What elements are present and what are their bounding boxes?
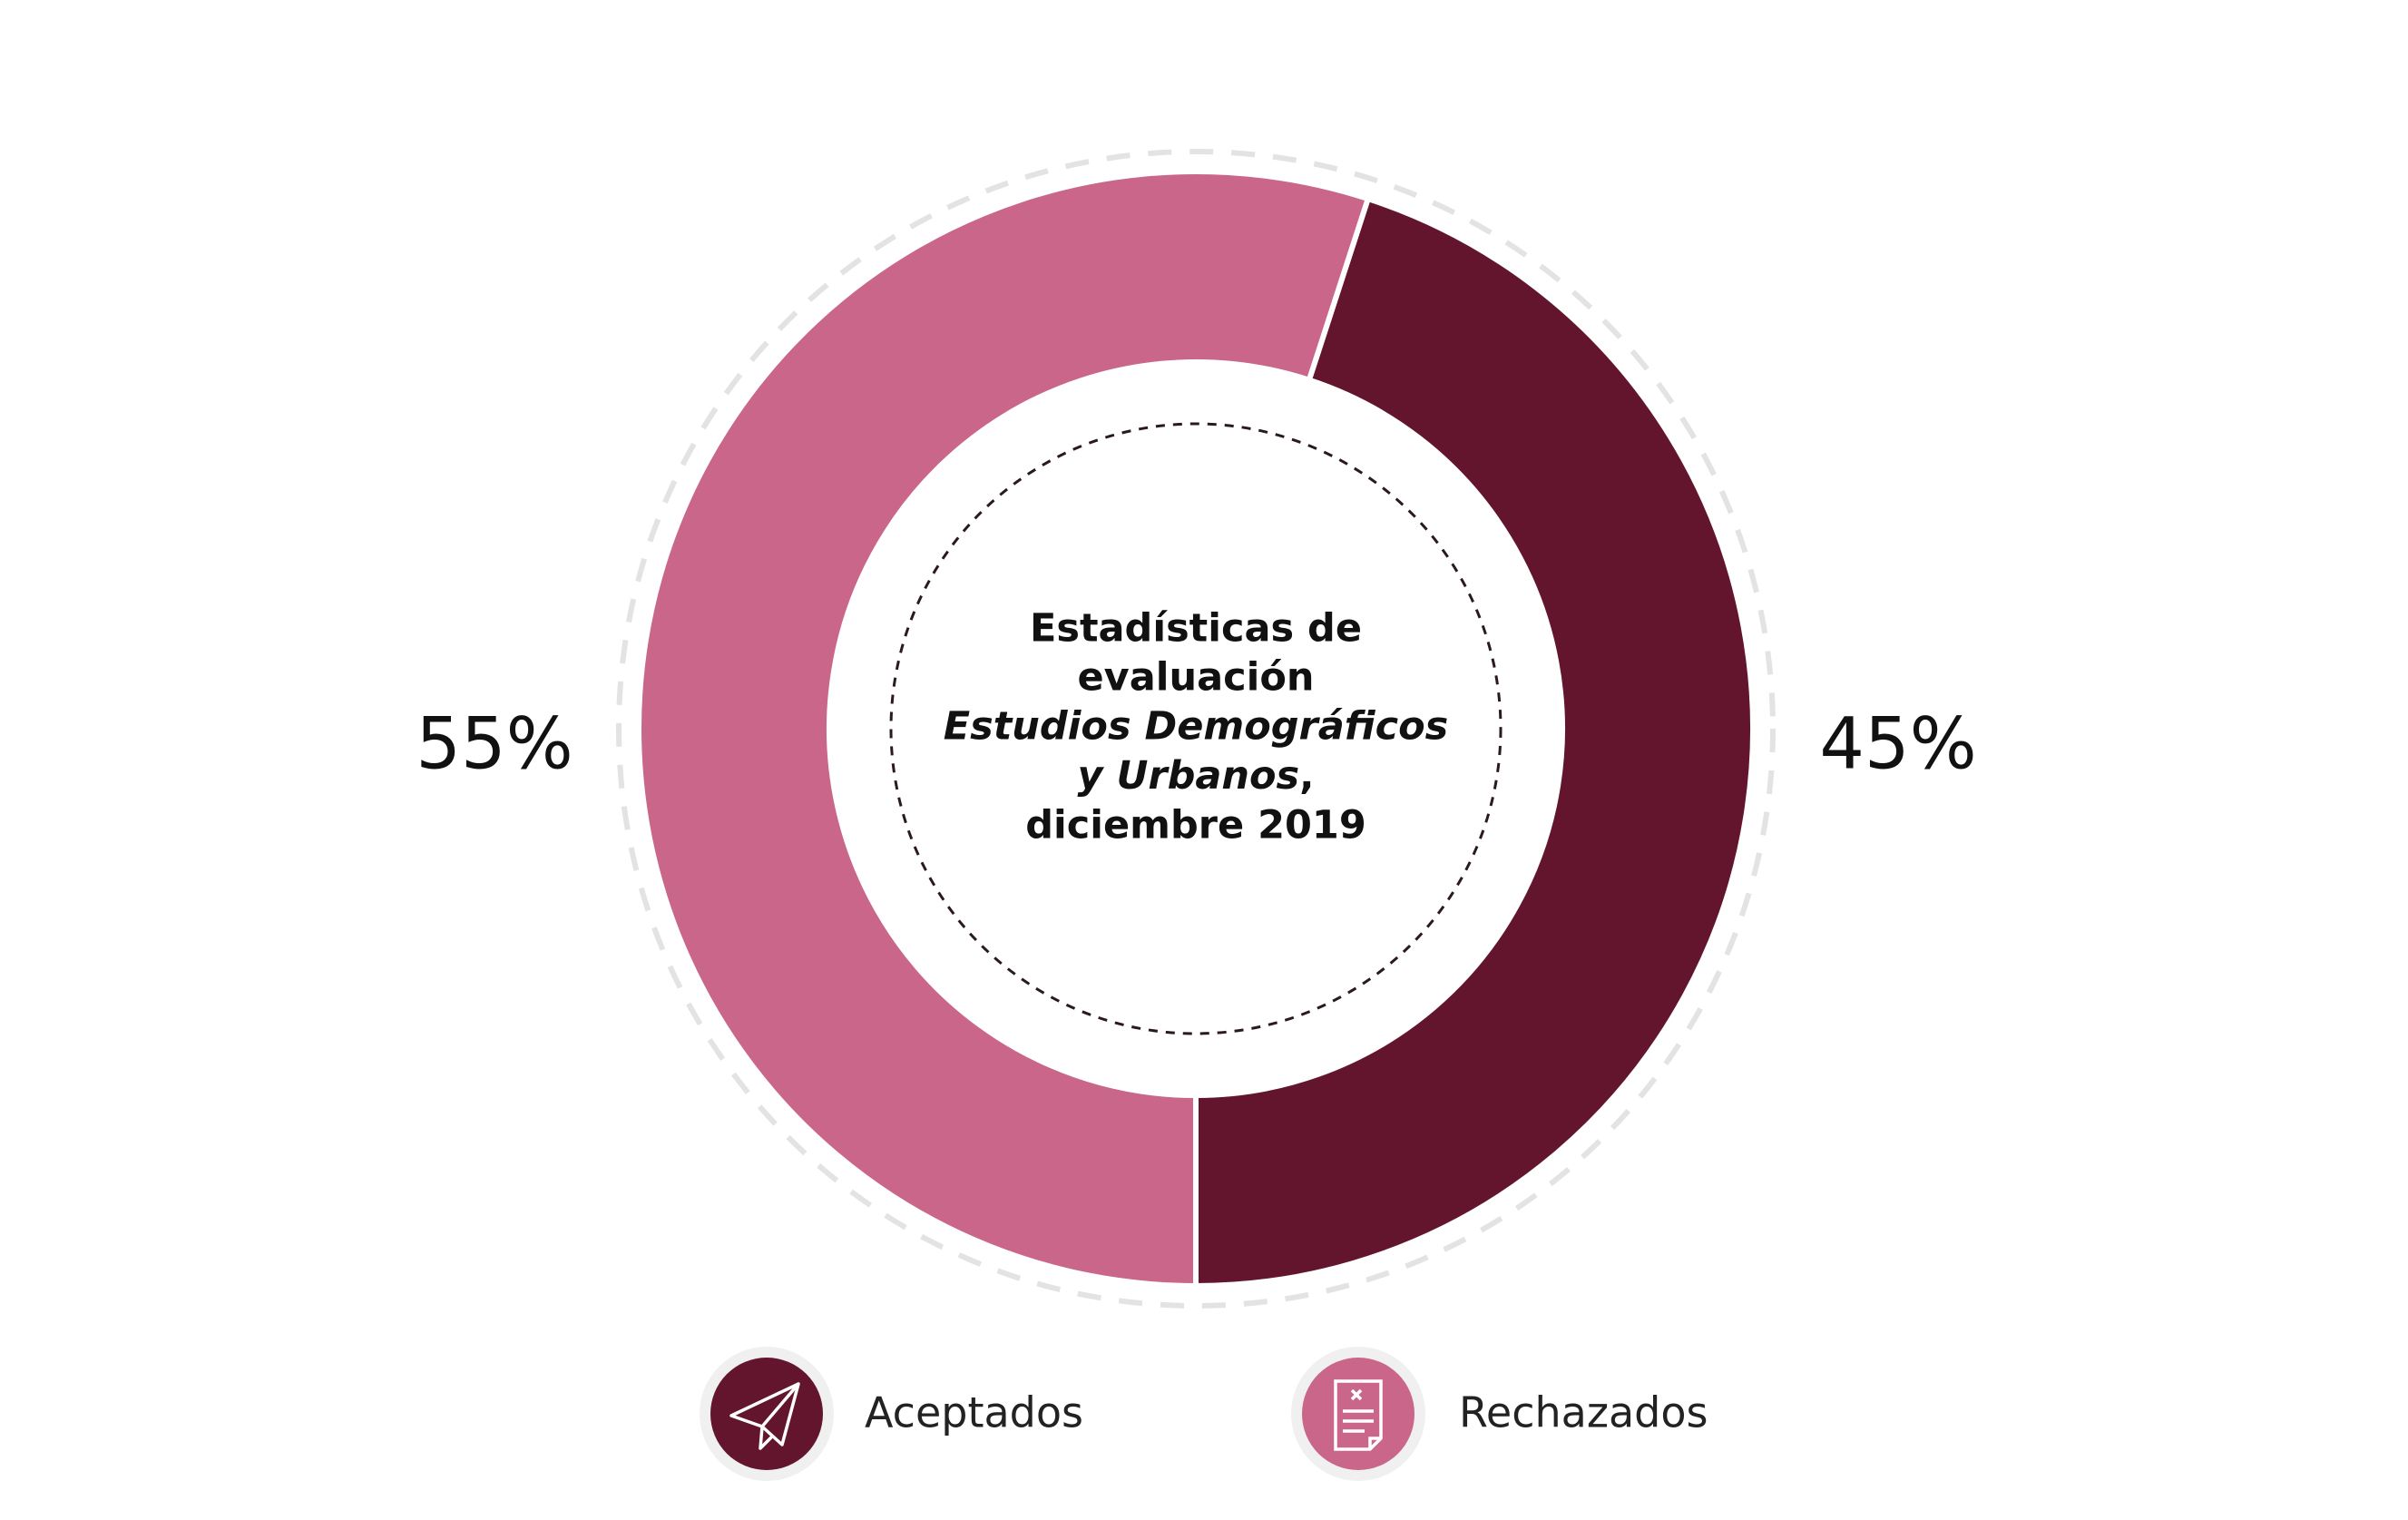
outer-dashed-ring [616,149,1776,1309]
center-title: evaluación [1078,655,1315,701]
legend-label: Rechazados [1459,1388,1708,1437]
document-icon [1334,1379,1383,1451]
legend: Aceptados Rechazados [700,1347,1708,1481]
donut-segment [1193,195,1756,1290]
center-subtitle-line: y Urbanos, [1077,753,1314,799]
center-title: Estadísticas de [1030,606,1362,652]
legend-swatch [1302,1358,1414,1470]
center-date: diciembre 2019 [1025,803,1366,848]
center-subtitle: Estudios Demográficos [944,704,1448,750]
donut-segment [636,169,1372,1290]
legend-swatch [710,1358,823,1470]
center-subtitle: y Urbanos [1077,753,1299,799]
value-label: 55% [416,703,573,785]
punctuation: , [1299,753,1314,799]
donut [636,169,1756,1290]
value-label: 45% [1819,703,1976,785]
plane-icon [729,1382,800,1450]
legend-label: Aceptados [865,1388,1083,1437]
inner-dashed-ring [889,422,1503,1035]
